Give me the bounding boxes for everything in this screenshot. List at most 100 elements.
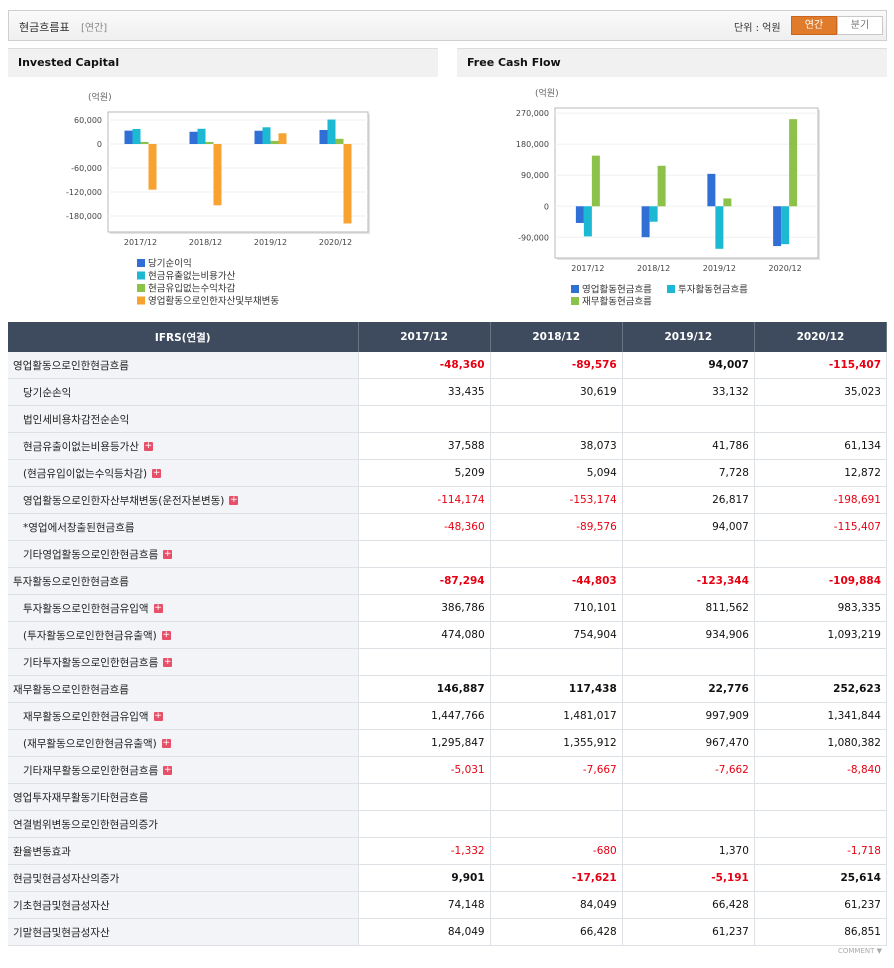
value-cell: 25,614	[754, 864, 888, 892]
bar	[707, 173, 716, 207]
expand-button[interactable]: +	[153, 711, 163, 721]
row-label-cell: (현금유입이없는수익등차감) +	[8, 459, 359, 487]
expand-button[interactable]: +	[143, 441, 153, 451]
value-cell: 94,007	[622, 352, 755, 379]
expand-button[interactable]: +	[153, 603, 163, 613]
value-cell: 84,049	[358, 918, 491, 946]
value-cell: 9,901	[358, 864, 491, 892]
legend-label: 현금유입없는수익차감	[148, 283, 236, 295]
value-cell	[754, 540, 888, 568]
legend-swatch	[571, 297, 579, 305]
value-cell: 7,728	[622, 459, 755, 487]
bar	[773, 206, 782, 247]
value-cell: 33,435	[358, 378, 491, 406]
value-cell: -44,803	[490, 567, 623, 595]
expand-button[interactable]: +	[163, 765, 173, 775]
bar	[583, 206, 592, 237]
period-tab[interactable]: 연간	[791, 16, 837, 35]
period-label: [연간]	[81, 23, 108, 34]
comment-label[interactable]: COMMENT	[838, 947, 875, 955]
row-label: 현금및현금성자산의증가	[13, 872, 120, 885]
value-cell	[754, 783, 888, 811]
legend-label: 영업활동으로인한자산및부채변동	[148, 295, 279, 307]
value-cell	[622, 540, 755, 568]
value-cell: 1,093,219	[754, 621, 888, 649]
value-cell: 1,481,017	[490, 702, 623, 730]
bar	[270, 140, 279, 144]
value-cell	[754, 648, 888, 676]
value-cell: 74,148	[358, 891, 491, 919]
value-cell: 61,134	[754, 432, 888, 460]
value-cell: 12,872	[754, 459, 888, 487]
value-cell: 1,355,912	[490, 729, 623, 757]
value-cell	[358, 810, 491, 838]
x-tick-label: 2020/12	[319, 238, 352, 247]
bar	[335, 138, 344, 144]
chart: (억원) 270,000 180,000 90,000 0 -90,000 2017/12 2…	[516, 87, 820, 308]
table-row: 영업활동으로인한자산부채변동(운전자본변동) + -114,174 -153,174 2…	[8, 486, 888, 514]
expand-button[interactable]: +	[161, 630, 171, 640]
value-cell: 1,447,766	[358, 702, 491, 730]
x-tick-label: 2018/12	[637, 264, 670, 273]
value-cell	[358, 405, 491, 433]
value-cell: 61,237	[754, 891, 888, 919]
value-cell	[358, 648, 491, 676]
table-row: (현금유입이없는수익등차감) +5,209 5,094 7,728 12,872	[8, 459, 888, 487]
table-row: 연결범위변동으로인한현금의증가	[8, 810, 888, 838]
period-tabs: 연간 분기	[791, 16, 883, 35]
bar	[254, 130, 263, 144]
expand-button[interactable]: +	[163, 657, 173, 667]
value-cell: 33,132	[622, 378, 755, 406]
row-label-cell: 기타영업활동으로인한현금흐름 +	[8, 540, 359, 568]
expand-button[interactable]: +	[152, 468, 162, 478]
value-cell: -5,031	[358, 756, 491, 784]
value-cell	[622, 405, 755, 433]
bar	[781, 206, 790, 245]
value-cell: -7,662	[622, 756, 755, 784]
bar	[591, 155, 600, 207]
table-row: 영업활동으로인한현금흐름 -48,360 -89,576 94,007 -115,407	[8, 352, 888, 379]
legend-label: 투자활동현금흐름	[678, 284, 748, 296]
y-tick-label: 270,000	[516, 109, 549, 118]
bar	[205, 141, 214, 144]
value-cell	[490, 405, 623, 433]
bar	[148, 144, 157, 190]
row-label-cell: 기초현금및현금성자산	[8, 891, 359, 919]
value-cell: 252,623	[754, 675, 888, 703]
row-label: (투자활동으로인한현금유출액)	[23, 629, 157, 642]
value-cell: -7,667	[490, 756, 623, 784]
row-label-cell: 영업투자재무활동기타현금흐름	[8, 783, 359, 811]
expand-button[interactable]: +	[163, 549, 173, 559]
legend-swatch	[571, 285, 579, 293]
row-label-cell: 영업활동으로인한자산부채변동(운전자본변동) +	[8, 486, 359, 514]
value-cell: 66,428	[622, 891, 755, 919]
table-row: 투자활동으로인한현금유입액 +386,786 710,101 811,562 983,3…	[8, 594, 888, 622]
expand-button[interactable]: +	[161, 738, 171, 748]
column-header: 2018/12	[490, 322, 623, 352]
period-tab[interactable]: 분기	[837, 16, 883, 35]
table-row: 기타영업활동으로인한현금흐름 +	[8, 540, 888, 568]
table-row: 기말현금및현금성자산 84,049 66,428 61,237 86,851	[8, 918, 888, 946]
row-label-cell: 현금및현금성자산의증가	[8, 864, 359, 892]
table-row: 기초현금및현금성자산 74,148 84,049 66,428 61,237	[8, 891, 888, 919]
y-tick-label: 0	[544, 202, 549, 211]
table-row: 법인세비용차감전순손익	[8, 405, 888, 433]
table-row: 현금및현금성자산의증가 9,901 -17,621 -5,191 25,614	[8, 864, 888, 892]
x-tick-label: 2019/12	[703, 264, 736, 273]
expand-button[interactable]: +	[229, 495, 239, 505]
value-cell: -153,174	[490, 486, 623, 514]
value-cell: -5,191	[622, 864, 755, 892]
value-cell: 30,619	[490, 378, 623, 406]
legend-swatch	[137, 284, 145, 292]
value-cell: 997,909	[622, 702, 755, 730]
comment-toggle[interactable]: COMMENT ▼	[838, 947, 883, 955]
table-row: 재무활동으로인한현금유입액 +1,447,766 1,481,017 997,909 1…	[8, 702, 888, 730]
value-cell: 37,588	[358, 432, 491, 460]
table-row: 투자활동으로인한현금흐름 -87,294 -44,803 -123,344 -109,8…	[8, 567, 888, 595]
value-cell: -680	[490, 837, 623, 865]
y-tick-label: 180,000	[516, 140, 549, 149]
bar	[140, 141, 149, 144]
value-cell: 146,887	[358, 675, 491, 703]
row-label-cell: 당기순손익	[8, 378, 359, 406]
row-label: 연결범위변동으로인한현금의증가	[13, 818, 158, 831]
